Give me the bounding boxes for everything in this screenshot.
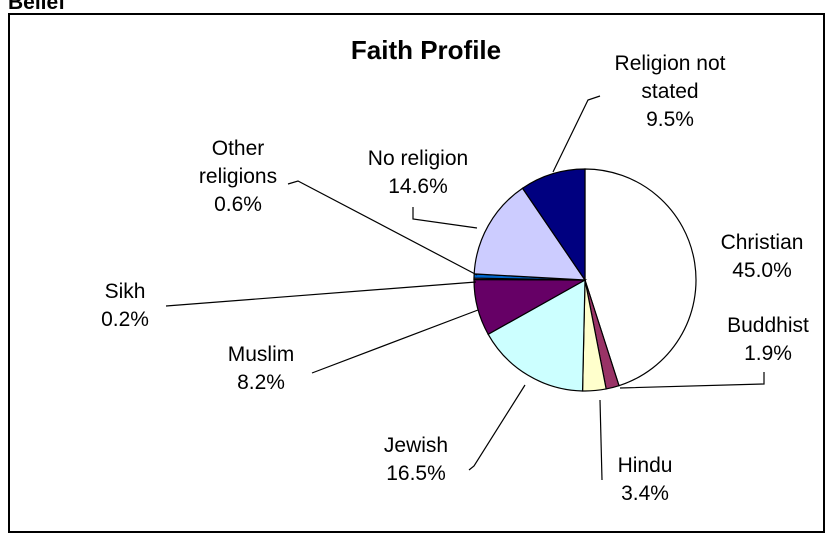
slice-label-christian: Christian 45.0% <box>721 231 804 282</box>
slice-name-jewish: Jewish <box>384 434 448 457</box>
pie-slice-no-religion <box>473 187 587 281</box>
leader-line-muslim <box>311 309 479 374</box>
slice-name-sikh: Sikh <box>105 280 146 303</box>
slice-name-religion-not-stated: Religion not <box>615 52 726 75</box>
slice-value-religion-not-stated: 9.5% <box>646 108 694 131</box>
chart-title: Faith Profile <box>351 35 501 65</box>
slice-name-christian: Christian <box>721 231 804 254</box>
slice-name-other-religions: religions <box>199 165 277 188</box>
slice-value-christian: 45.0% <box>732 259 792 282</box>
leader-line-buddhist <box>619 372 765 389</box>
slice-label-buddhist: Buddhist 1.9% <box>727 314 809 365</box>
slice-name-hindu: Hindu <box>618 454 673 477</box>
leader-line-hindu <box>599 399 603 481</box>
slice-name-religion-not-stated: stated <box>641 80 698 103</box>
slice-name-muslim: Muslim <box>228 343 295 366</box>
slice-label-muslim: Muslim 8.2% <box>228 343 295 394</box>
slice-value-other-religions: 0.6% <box>214 193 262 216</box>
slice-label-sikh: Sikh 0.2% <box>101 280 149 331</box>
slice-value-hindu: 3.4% <box>621 482 669 505</box>
pie-slice-jewish <box>487 278 586 392</box>
section-heading: Belief <box>8 0 66 14</box>
leader-line-other-religions <box>287 180 478 276</box>
slice-label-jewish: Jewish 16.5% <box>384 434 448 485</box>
slice-name-other-religions: Other <box>212 137 265 160</box>
slice-name-buddhist: Buddhist <box>727 314 809 337</box>
leader-line-no-religion <box>412 207 478 229</box>
leader-line-sikh <box>165 281 477 307</box>
pie-slice-religion-not-stated <box>521 168 586 282</box>
slice-value-no-religion: 14.6% <box>388 175 448 198</box>
slice-label-other-religions: Other religions 0.6% <box>199 137 277 216</box>
slice-value-buddhist: 1.9% <box>744 342 792 365</box>
leader-line-jewish <box>468 384 526 471</box>
slice-name-no-religion: No religion <box>368 147 468 170</box>
pie-slice-christian <box>584 168 697 387</box>
slice-label-no-religion: No religion 14.6% <box>368 147 468 198</box>
slice-label-religion-not-stated: Religion not stated 9.5% <box>615 52 726 131</box>
slice-value-sikh: 0.2% <box>101 308 149 331</box>
slice-value-muslim: 8.2% <box>237 371 285 394</box>
leader-line-religion-not-stated <box>552 95 601 173</box>
slice-label-hindu: Hindu 3.4% <box>618 454 673 505</box>
slice-value-jewish: 16.5% <box>386 462 446 485</box>
